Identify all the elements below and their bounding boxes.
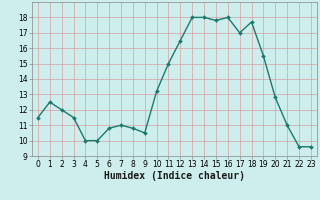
X-axis label: Humidex (Indice chaleur): Humidex (Indice chaleur)	[104, 171, 245, 181]
